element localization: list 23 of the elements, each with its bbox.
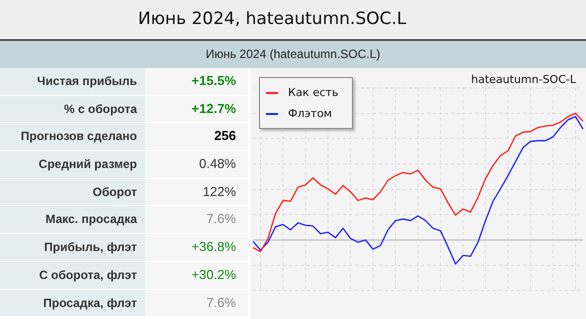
text: Макс. просадка (0, 206, 145, 234)
text: Чистая прибыль (0, 68, 145, 95)
text: Июнь 2024 (hateautumn.SOC.L) (0, 39, 586, 68)
text: 7.6% (145, 290, 248, 316)
text: Средний размер (0, 151, 145, 178)
text: 7.6% (145, 206, 248, 234)
text: +36.8% (145, 234, 248, 261)
text: +15.5% (145, 68, 248, 95)
text: +30.2% (145, 262, 248, 288)
text: Июнь 2024, hateautumn.SOC.L (138, 8, 406, 31)
text: hateautumn-SOC-L (471, 73, 576, 86)
text: 122% (145, 178, 248, 206)
legend-label: Как есть (288, 85, 338, 101)
text: 0.48% (145, 151, 248, 178)
text: +12.7% (145, 96, 248, 122)
text: 256 (145, 123, 248, 150)
legend-label: Флэтом (288, 106, 332, 122)
text: % с оборота (0, 96, 145, 122)
text: Прогнозов сделано (0, 123, 145, 150)
text: Просадка, флэт (0, 290, 145, 316)
text: Прибыль, флэт (0, 234, 145, 261)
text: С оборота, флэт (0, 262, 145, 288)
text: Оборот (0, 178, 145, 206)
